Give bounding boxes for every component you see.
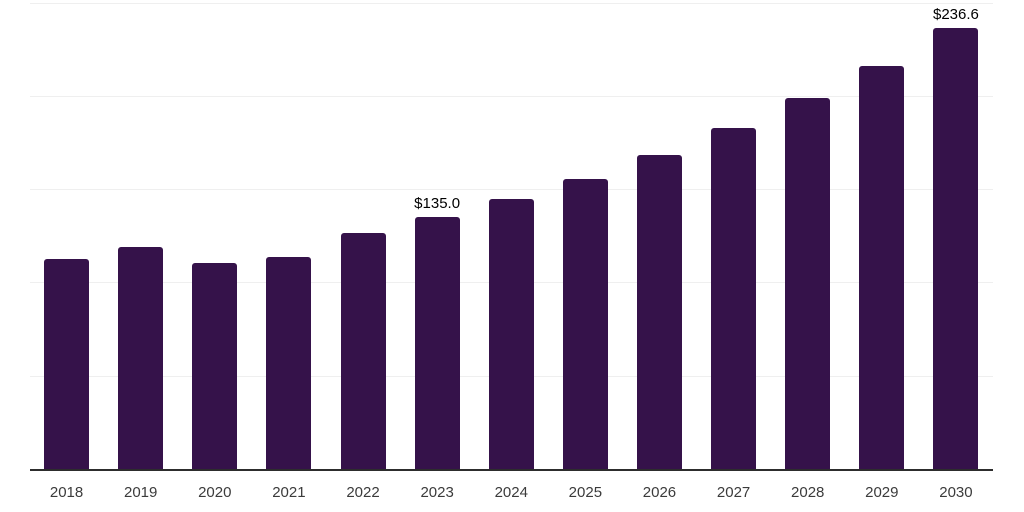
x-tick-label-2018: 2018 bbox=[49, 484, 84, 501]
x-axis-line bbox=[29, 469, 993, 471]
data-label-2030: $236.6 bbox=[932, 5, 979, 23]
x-tick-label-2028: 2028 bbox=[791, 484, 825, 501]
bar-2024 bbox=[488, 198, 534, 469]
x-tick-label-2030: 2030 bbox=[939, 484, 973, 501]
x-tick-label-2027: 2027 bbox=[716, 484, 751, 501]
x-tick-label-2019: 2019 bbox=[123, 484, 158, 501]
bar-2026 bbox=[636, 154, 682, 469]
x-tick-label-2023: 2023 bbox=[420, 484, 454, 501]
bar-2030 bbox=[933, 27, 979, 469]
data-label-2023: $135.0 bbox=[414, 195, 461, 213]
x-tick-label-2024: 2024 bbox=[494, 484, 528, 501]
bar-2018 bbox=[44, 259, 90, 469]
bar-2022 bbox=[340, 232, 386, 469]
x-tick-label-2025: 2025 bbox=[568, 484, 603, 501]
x-tick-label-2029: 2029 bbox=[865, 484, 899, 501]
x-tick-label-2020: 2020 bbox=[198, 484, 232, 501]
gridline-250 bbox=[29, 2, 993, 4]
bar-2029 bbox=[859, 65, 905, 469]
x-tick-label-2021: 2021 bbox=[272, 484, 306, 501]
gridline-200 bbox=[29, 95, 993, 97]
gridline-150 bbox=[29, 189, 993, 191]
bar-2019 bbox=[118, 246, 164, 469]
bar-2023 bbox=[414, 217, 460, 469]
bar-2021 bbox=[266, 256, 312, 469]
bar-2025 bbox=[562, 178, 608, 469]
bar-2028 bbox=[785, 97, 831, 469]
x-tick-label-2022: 2022 bbox=[346, 484, 380, 501]
bar-2027 bbox=[711, 128, 757, 469]
x-tick-label-2026: 2026 bbox=[642, 484, 677, 501]
bar-2020 bbox=[192, 262, 238, 469]
